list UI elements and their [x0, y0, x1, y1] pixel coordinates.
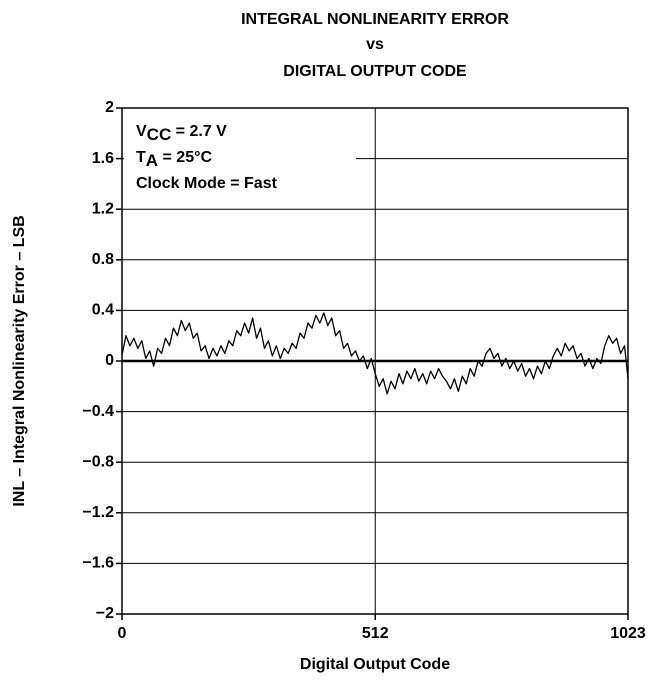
x-tick-label: 512	[362, 625, 389, 642]
y-tick-label: 0	[105, 352, 114, 369]
chart-title: DIGITAL OUTPUT CODE	[283, 63, 467, 80]
y-tick-label: 2	[105, 99, 114, 116]
y-tick-label: −1.6	[82, 555, 114, 572]
annotation-background	[124, 110, 356, 204]
chart-title: INTEGRAL NONLINEARITY ERROR	[241, 11, 509, 28]
y-tick-label: 0.4	[92, 302, 114, 319]
x-axis-label: Digital Output Code	[300, 656, 450, 673]
data-line	[121, 312, 629, 395]
y-tick-label: −2	[96, 605, 114, 622]
annotation: Clock Mode = Fast	[136, 175, 278, 192]
y-tick-label: −0.4	[82, 403, 114, 420]
y-tick-label: 1.2	[92, 200, 114, 217]
annotation-part: CC	[147, 125, 172, 144]
chart-title: vs	[366, 36, 384, 53]
annotation-part: A	[146, 151, 158, 170]
annotation: VCC = 2.7 V	[136, 123, 227, 144]
y-axis-label: INL – Integral Nonlinearity Error – LSB	[11, 215, 28, 506]
y-tick-label: 0.8	[92, 251, 114, 268]
plot-frame	[121, 107, 629, 615]
x-tick-label: 0	[118, 625, 127, 642]
annotation-part: T	[136, 149, 146, 166]
x-tick-label: 1023	[610, 625, 646, 642]
y-tick-label: −0.8	[82, 453, 114, 470]
annotation: TA = 25°C	[136, 149, 212, 170]
annotation-part: = 25°C	[158, 149, 212, 166]
y-tick-label: −1.2	[82, 504, 114, 521]
annotation-part: = 2.7 V	[171, 123, 227, 140]
annotation-part: Clock Mode = Fast	[136, 175, 278, 192]
y-tick-label: 1.6	[92, 150, 114, 167]
annotation-part: V	[136, 123, 147, 140]
